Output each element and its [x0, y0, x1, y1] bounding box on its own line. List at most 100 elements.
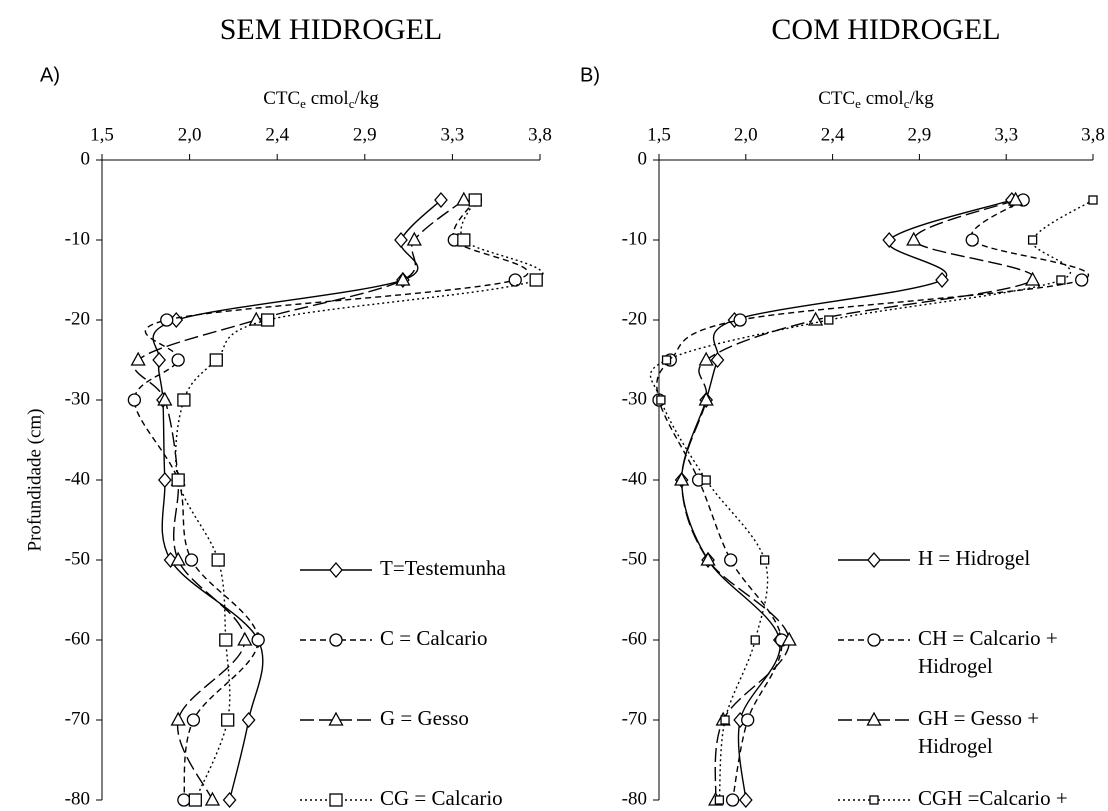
y-tick-label: -50: [622, 548, 647, 569]
legend-label-line: C = Calcario: [380, 626, 487, 650]
marker: [130, 351, 146, 366]
y-tick-label: -80: [622, 788, 647, 809]
marker: [701, 475, 711, 485]
marker: [529, 273, 543, 287]
marker: [394, 232, 408, 248]
marker: [241, 712, 256, 728]
marker: [1008, 191, 1024, 206]
x-axis-title: CTCe cmolc/kg: [263, 88, 379, 111]
marker: [674, 471, 690, 486]
marker: [1088, 195, 1098, 205]
x-tick-label: 1,5: [647, 124, 671, 145]
y-tick-label: -10: [65, 228, 90, 249]
x-tick-label: 2,9: [908, 124, 932, 145]
marker: [808, 311, 824, 326]
legend-marker: [866, 711, 882, 726]
y-tick-label: -70: [622, 708, 647, 729]
marker: [177, 793, 191, 807]
legend-label: G = Gesso: [380, 706, 469, 730]
marker: [157, 391, 173, 406]
series-line: [680, 199, 1035, 801]
x-tick-label: 2,4: [265, 124, 289, 145]
x-axis-title-part: cmol: [306, 88, 349, 109]
marker: [221, 713, 235, 727]
x-tick-label: 1,5: [90, 124, 114, 145]
x-tick-label: 2,0: [734, 124, 758, 145]
legend-marker: [328, 711, 344, 726]
x-axis-title-part: c: [904, 96, 910, 111]
x-tick-label: 3,8: [1081, 124, 1105, 145]
y-tick-label: 0: [638, 148, 648, 169]
y-axis-title: Profundidade (cm): [24, 409, 45, 552]
marker: [211, 553, 225, 567]
marker: [700, 551, 716, 566]
marker: [406, 231, 422, 246]
y-tick-label: -20: [622, 308, 647, 329]
legend-marker: [867, 552, 881, 568]
y-tick-label: -10: [622, 228, 647, 249]
marker: [724, 553, 738, 567]
marker: [237, 631, 253, 646]
marker: [468, 193, 482, 207]
legend-label-line: T=Testemunha: [380, 556, 507, 580]
marker: [456, 191, 472, 206]
legend-marker: [867, 633, 881, 647]
marker: [965, 233, 979, 247]
y-tick-label: -50: [65, 548, 90, 569]
marker: [1025, 271, 1041, 286]
marker: [186, 713, 201, 727]
marker: [170, 711, 186, 726]
marker: [160, 313, 174, 327]
x-axis-title-part: /kg: [909, 88, 934, 109]
x-tick-label: 3,8: [528, 124, 552, 145]
x-tick-label: 2,4: [821, 124, 845, 145]
legend-marker: [329, 562, 343, 578]
x-tick-label: 3,3: [994, 124, 1018, 145]
legend-label-line: G = Gesso: [380, 706, 469, 730]
marker: [738, 792, 753, 808]
marker: [152, 352, 166, 368]
legend-label: CGH =Calcario +Gesso + Hidrogel: [918, 786, 1068, 811]
legend-label-line: H = Hidrogel: [918, 546, 1030, 570]
legend-marker: [329, 793, 343, 807]
legend-label: T=Testemunha: [380, 556, 507, 580]
marker: [170, 551, 186, 566]
marker: [935, 272, 949, 288]
y-tick-label: -70: [65, 708, 90, 729]
legend-label: CG = Calcario+ Gesso: [380, 786, 503, 811]
legend-label-line: GH = Gesso +: [918, 706, 1039, 730]
legend-label-line: CGH =Calcario +: [918, 786, 1068, 810]
marker: [395, 271, 411, 286]
marker: [714, 795, 725, 805]
marker: [204, 791, 221, 806]
marker: [1027, 235, 1038, 245]
y-tick-label: -20: [65, 308, 90, 329]
y-tick-label: -80: [65, 788, 90, 809]
marker: [457, 233, 471, 247]
series-line: [174, 199, 544, 801]
legend-label: H = Hidrogel: [918, 546, 1030, 570]
marker: [157, 472, 172, 488]
legend-label-line: Hidrogel: [918, 734, 993, 758]
x-axis-title-part: cmol: [861, 88, 904, 109]
y-tick-label: -30: [622, 388, 647, 409]
marker: [741, 713, 755, 727]
marker: [698, 391, 714, 406]
legend-label: C = Calcario: [380, 626, 487, 650]
marker: [698, 351, 714, 366]
marker: [733, 313, 747, 327]
chart-title: SEM HIDROGEL: [220, 13, 443, 46]
marker: [184, 553, 199, 567]
marker: [171, 473, 185, 487]
marker: [781, 631, 797, 646]
marker: [906, 231, 922, 246]
legend-label: CH = Calcario + Hidrogel: [918, 626, 1058, 678]
series-line: [680, 199, 1013, 801]
y-tick-label: -40: [65, 468, 90, 489]
marker: [177, 393, 191, 407]
x-axis-title: CTCe cmolc/kg: [818, 88, 934, 111]
marker: [188, 793, 202, 807]
y-tick-label: -40: [622, 468, 647, 489]
x-tick-label: 3,3: [441, 124, 465, 145]
